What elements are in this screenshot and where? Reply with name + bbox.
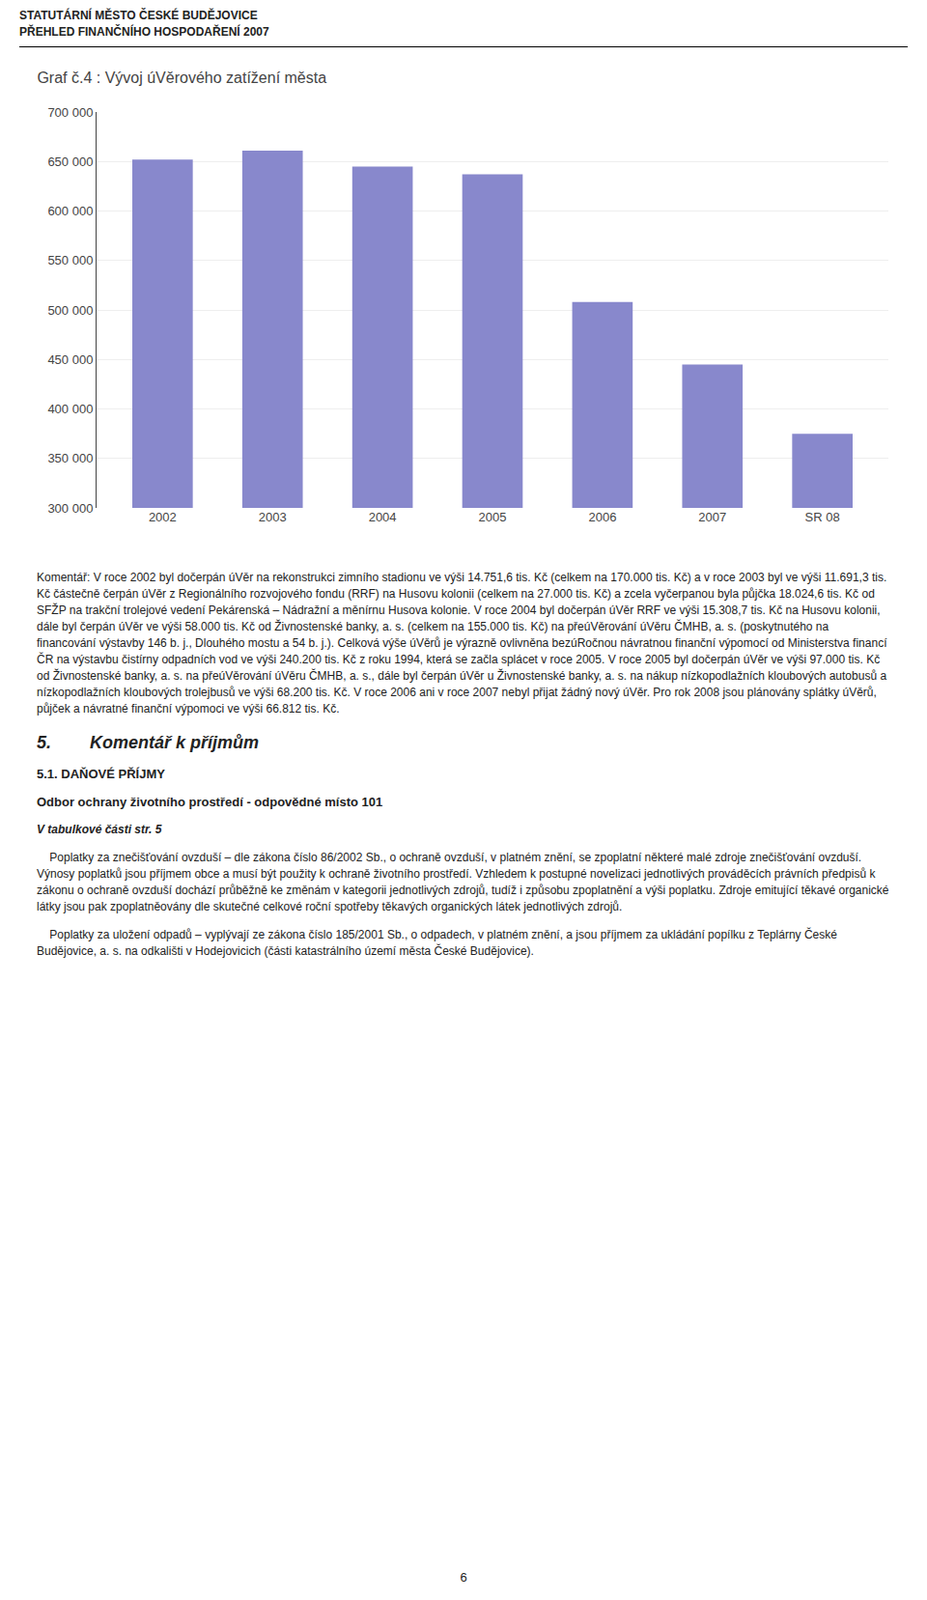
svg-text:400 000: 400 000: [47, 401, 93, 417]
html-text:5.1. DAŇOVÉ PŘÍJMY: 5.1. DAŇOVÉ PŘÍJMY: [36, 766, 166, 782]
svg-text:300 000: 300 000: [47, 501, 93, 516]
html-text:Poplatky za znečišťování ovzdu: Poplatky za znečišťování ovzduší – dle z…: [36, 850, 893, 914]
svg-text:2002: 2002: [148, 509, 177, 525]
html-text:V tabulkové části str. 5: V tabulkové části str. 5: [36, 822, 162, 837]
html-text:5. Komentář k příjmům: 5. Komentář k příjmům: [36, 732, 259, 753]
svg-text:2003: 2003: [258, 509, 287, 525]
svg-text:2005: 2005: [478, 509, 507, 525]
html-text:Poplatky za uložení odpadů – v: Poplatky za uložení odpadů – vyplývají z…: [36, 927, 841, 958]
svg-text:SR 08: SR 08: [805, 509, 841, 525]
svg-text:2004: 2004: [368, 509, 397, 525]
svg-text:2007: 2007: [698, 509, 727, 525]
html-text:STATUTÁRNÍ MĚSTO ČESKÉ BUDĚJOV: STATUTÁRNÍ MĚSTO ČESKÉ BUDĚJOVICE: [19, 8, 258, 23]
html-text:6: 6: [460, 1570, 467, 1585]
svg-text:Graf č.4 : Vývoj úVěrového zat: Graf č.4 : Vývoj úVěrového zatížení měst…: [36, 69, 327, 86]
svg-text:550 000: 550 000: [47, 252, 93, 268]
svg-text:600 000: 600 000: [47, 203, 93, 219]
html-text:Odbor ochrany životního prostř: Odbor ochrany životního prostředí - odpo…: [36, 794, 383, 810]
svg-text:700 000: 700 000: [47, 105, 93, 120]
html-text:PŘEHLED FINANČNÍHO HOSPODAŘENÍ: PŘEHLED FINANČNÍHO HOSPODAŘENÍ 2007: [19, 25, 270, 39]
svg-text:450 000: 450 000: [47, 352, 93, 367]
svg-text:500 000: 500 000: [47, 303, 93, 318]
svg-text:2006: 2006: [588, 509, 617, 525]
html-text:Komentář: V roce 2002 byl doče: Komentář: V roce 2002 byl dočerpán úVěr …: [36, 570, 891, 716]
svg-text:350 000: 350 000: [47, 450, 93, 466]
svg-text:650 000: 650 000: [47, 154, 93, 169]
